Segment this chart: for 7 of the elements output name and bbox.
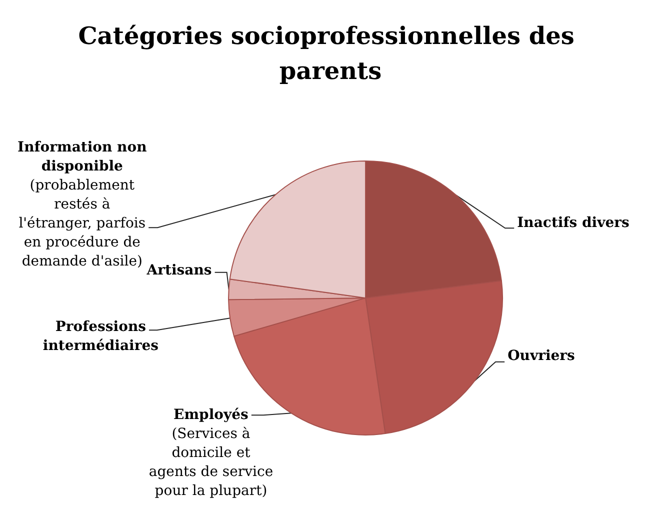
- slice-label: Employés (Services à domicile et agents de service pour la plupart): [148, 407, 274, 500]
- slice-label: Professions intermédiaires: [42, 319, 159, 354]
- slice-label: Information non disponible (probablement restés à l'étranger, parfois en procédure de demande d'asile): [18, 140, 147, 270]
- slice-label: Artisans: [146, 262, 212, 278]
- slice-label: Inactifs divers: [517, 215, 630, 232]
- chart-title: Catégories socioprofessionnelles des parents: [78, 21, 583, 85]
- slice-label: Ouvriers: [508, 348, 576, 364]
